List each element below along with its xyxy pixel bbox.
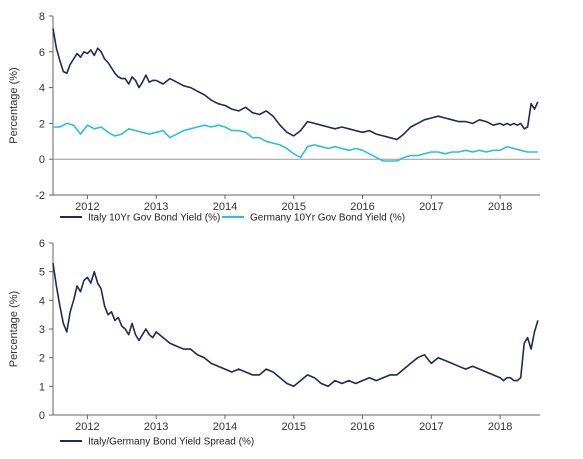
series-line-1 xyxy=(53,122,538,162)
x-tick-label: 2012 xyxy=(75,201,99,213)
x-tick-label: 2015 xyxy=(282,421,306,433)
y-axis-title: Percentage (%) xyxy=(8,291,20,367)
bottom-chart-spread: 0 1 2 3 4 5 6 2012 2013 2014 2015 2016 2017 2018 Perce… xyxy=(8,238,540,448)
y-tick-label: 4 xyxy=(39,295,45,307)
x-tick-label: 2016 xyxy=(350,201,374,213)
x-tick-label: 2012 xyxy=(75,421,99,433)
y-tick-label: 0 xyxy=(39,410,45,422)
x-tick-label: 2016 xyxy=(350,421,374,433)
series-line-0 xyxy=(52,28,539,141)
x-tick-label: 2017 xyxy=(419,201,443,213)
legend-label-0: Italy 10Yr Gov Bond Yield (%) xyxy=(88,213,220,224)
x-tick-label: 2018 xyxy=(488,201,512,213)
y-tick-label: 3 xyxy=(39,324,45,336)
series-line-0 xyxy=(52,262,539,388)
legend-label-1: Germany 10Yr Gov Bond Yield (%) xyxy=(250,213,405,224)
y-tick-label: 5 xyxy=(39,267,45,279)
y-tick-label: 8 xyxy=(39,11,45,23)
top-chart-yields: -2 0 2 4 6 8 2012 2013 2014 2015 2016 2017 2018 Perce… xyxy=(8,11,540,224)
y-tick-label: 1 xyxy=(39,381,45,393)
x-tick-label: 2015 xyxy=(282,201,306,213)
y-tick-label: 6 xyxy=(39,238,45,250)
x-tick-label: 2013 xyxy=(144,201,168,213)
legend-label-0: Italy/Germany Bond Yield Spread (%) xyxy=(88,437,254,448)
y-tick-label: 6 xyxy=(39,47,45,59)
y-tick-label: 2 xyxy=(39,118,45,130)
x-tick-label: 2018 xyxy=(488,421,512,433)
y-tick-label: 4 xyxy=(39,83,45,95)
x-tick-label: 2014 xyxy=(213,201,237,213)
x-tick-label: 2014 xyxy=(213,421,237,433)
x-tick-label: 2013 xyxy=(144,421,168,433)
y-axis-title: Percentage (%) xyxy=(8,67,20,143)
y-tick-label: -2 xyxy=(35,190,45,202)
y-tick-label: 0 xyxy=(39,154,45,166)
x-tick-label: 2017 xyxy=(419,421,443,433)
y-tick-label: 2 xyxy=(39,353,45,365)
